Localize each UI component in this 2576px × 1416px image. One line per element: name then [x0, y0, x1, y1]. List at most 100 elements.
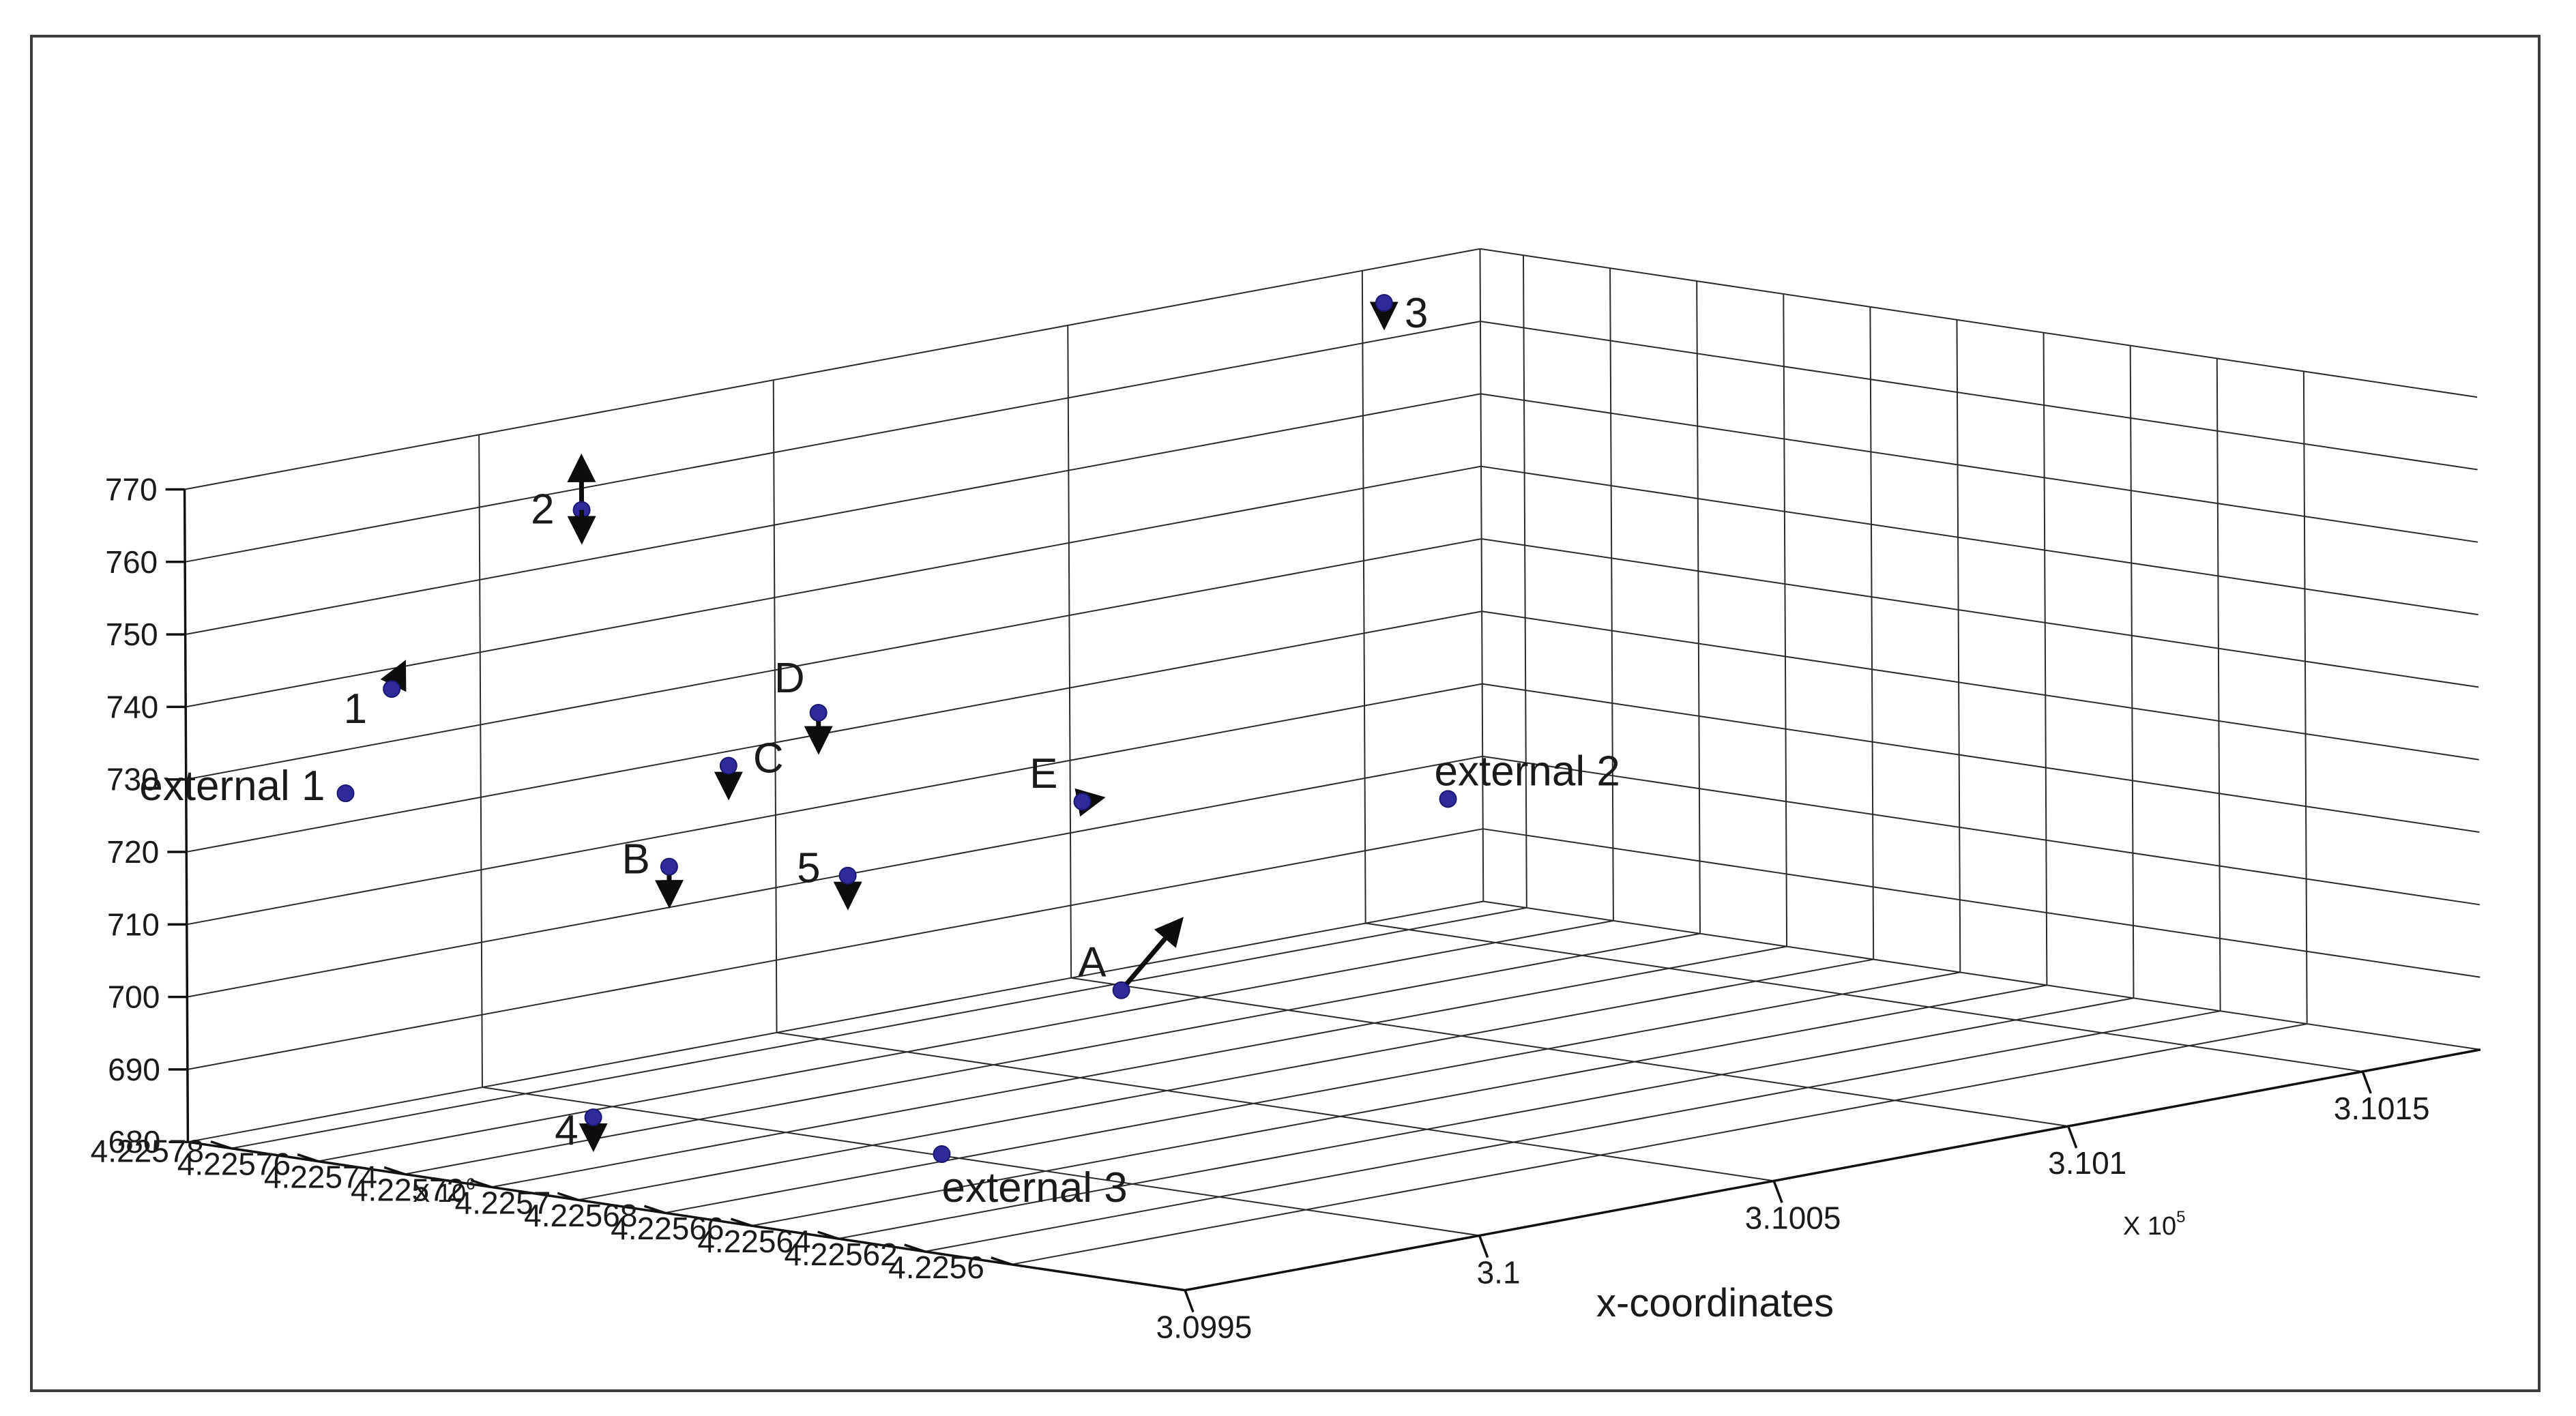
grid-line-z-wall-back — [185, 393, 1481, 636]
data-point-label: C — [753, 735, 784, 782]
data-point-label: 3 — [1405, 290, 1428, 337]
data-point-label: A — [1078, 939, 1107, 986]
grid-line-y-wall — [1869, 306, 1875, 960]
grid-layer — [184, 248, 2481, 1291]
back-corner-edge — [1479, 248, 1484, 902]
grid-line-y-floor — [664, 971, 1961, 1214]
z-tick-label: 730 — [106, 762, 159, 797]
y-axis-multiplier-base: X 10 — [413, 1179, 466, 1208]
data-point — [1439, 790, 1457, 808]
grid-line-x-floor — [1365, 922, 2363, 1072]
grid-line-z-wall-back — [188, 900, 1484, 1143]
grid-line-z-wall-back — [186, 538, 1482, 780]
grid-line-z-wall-back — [186, 683, 1482, 926]
data-point — [1112, 981, 1130, 999]
x-tick-mark — [2067, 1125, 2078, 1149]
x-axis-multiplier: X 105 — [2123, 1208, 2186, 1241]
data-point-label: external 3 — [941, 1164, 1127, 1211]
z-axis-line — [183, 489, 190, 1142]
y-tick-mark — [557, 1192, 579, 1201]
grid-line-z-wall-side — [1481, 537, 2479, 688]
z-tick-label: 710 — [107, 906, 160, 942]
y-tick-mark — [297, 1153, 319, 1163]
grid-line-z-wall-back — [184, 248, 1480, 490]
grid-line-y-wall — [1609, 268, 1614, 921]
data-point — [719, 756, 737, 775]
x-tick-label: 3.1005 — [1745, 1200, 1841, 1235]
data-point-label: 4 — [555, 1107, 578, 1154]
y-tick-label: 4.22572 — [351, 1172, 464, 1207]
y-tick-mark — [991, 1256, 1012, 1266]
y-tick-mark — [643, 1205, 665, 1214]
data-point — [336, 784, 355, 803]
grid-line-y-floor — [404, 932, 1701, 1175]
grid-line-z-wall-side — [1480, 248, 2478, 398]
grid-line-y-wall — [1696, 281, 1701, 934]
x-tick-label: 3.101 — [2048, 1145, 2126, 1181]
z-tick-label: 680 — [108, 1124, 161, 1160]
grid-line-z-wall-side — [1482, 755, 2480, 906]
z-tick-label: 770 — [105, 472, 158, 507]
y-axis-multiplier: X 106 — [413, 1175, 475, 1208]
grid-line-z-wall-side — [1481, 610, 2479, 761]
y-tick-label: 4.22566 — [611, 1211, 724, 1246]
y-tick-mark — [817, 1230, 839, 1240]
grid-line-x-floor — [1070, 977, 2068, 1127]
x-tick-label: 3.0995 — [1156, 1310, 1253, 1345]
grid-line-y-wall — [2216, 358, 2221, 1012]
grid-line-z-wall-back — [186, 610, 1482, 853]
y-tick-label: 4.22576 — [177, 1147, 291, 1182]
x-axis-line — [1184, 1048, 2481, 1292]
grid-line-z-wall-side — [1482, 828, 2480, 978]
grid-line-z-wall-side — [1480, 465, 2478, 616]
grid-line-z-wall-back — [184, 321, 1481, 563]
grid-line-x-wall — [772, 380, 778, 1033]
grid-line-y-floor — [1011, 1023, 2307, 1265]
data-point — [584, 1108, 602, 1127]
y-tick-mark — [210, 1140, 232, 1150]
x-tick-label: 3.1015 — [2334, 1091, 2430, 1126]
data-point-label: 5 — [797, 845, 820, 892]
grid-line-z-wall-side — [1480, 321, 2478, 471]
y-tick-label: 4.22568 — [524, 1198, 637, 1233]
grid-line-x-floor — [482, 1087, 1480, 1237]
data-point — [838, 866, 857, 885]
grid-line-z-wall-side — [1482, 683, 2480, 834]
data-point-label: E — [1029, 750, 1057, 797]
data-point — [660, 857, 678, 876]
y-axis-line — [188, 1140, 1186, 1292]
z-tick-label: 760 — [105, 544, 158, 580]
grid-line-z-wall-back — [187, 755, 1483, 998]
y-axis-multiplier-exponent: 6 — [466, 1175, 475, 1194]
grid-line-z-wall-back — [187, 828, 1483, 1070]
grid-line-x-wall — [1361, 270, 1366, 924]
grid-line-y-wall — [2302, 371, 2308, 1024]
y-tick-label: 4.22578 — [91, 1134, 204, 1169]
data-point — [933, 1145, 951, 1164]
grid-line-y-floor — [924, 1010, 2221, 1252]
data-point — [383, 680, 401, 698]
ticks-layer: 7707607507407307207107006906804.225784.2… — [91, 472, 2430, 1345]
data-point — [809, 703, 828, 722]
chart-frame — [30, 35, 2541, 1392]
displacement-arrow — [1119, 917, 1184, 992]
y-tick-label: 4.22562 — [784, 1237, 897, 1272]
grid-line-y-floor — [838, 997, 2134, 1239]
data-point — [1375, 294, 1393, 312]
z-tick-label: 700 — [108, 979, 160, 1015]
grid-line-y-wall — [1956, 319, 1961, 973]
x-axis-multiplier-base: X 10 — [2123, 1212, 2176, 1241]
y-tick-label: 4.2257 — [455, 1185, 551, 1220]
grid-line-y-wall — [2129, 345, 2135, 999]
x-tick-mark — [1772, 1180, 1783, 1203]
grid-line-y-floor — [751, 984, 2047, 1227]
y-tick-label: 4.22574 — [264, 1159, 377, 1194]
data-point-label: B — [622, 836, 650, 883]
y-tick-mark — [470, 1179, 492, 1189]
x-tick-mark — [1184, 1290, 1195, 1313]
data-point — [1073, 793, 1092, 811]
x-axis-multiplier-exponent: 5 — [2176, 1208, 2185, 1226]
y-tick-mark — [383, 1166, 405, 1176]
data-point-label: external 2 — [1435, 748, 1620, 795]
